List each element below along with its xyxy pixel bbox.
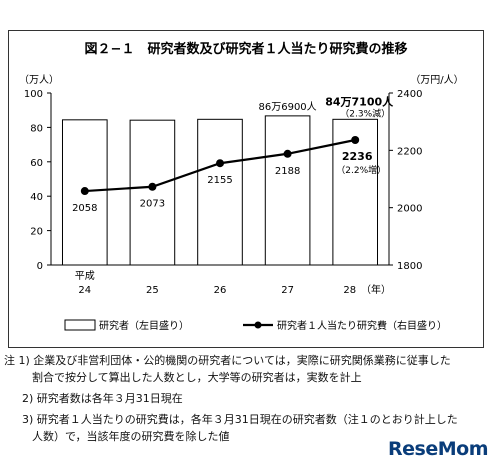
note-3-prefix: 3) — [22, 413, 34, 426]
category-label: 27 — [281, 285, 294, 296]
right-axis-unit: （万円/人） — [410, 74, 463, 86]
category-label-line1: 平成 — [75, 270, 95, 282]
left-tick-label: 20 — [30, 227, 43, 238]
line-data-label: 2058 — [72, 203, 97, 214]
chart-title: 図２−１ 研究者数及び研究者１人当たり研究費の推移 — [85, 41, 408, 57]
legend-bar-swatch — [64, 319, 96, 331]
chart-svg: 図２−１ 研究者数及び研究者１人当たり研究費の推移 （万人） （万円/人） 0 20 40… — [19, 41, 464, 332]
line-data-label: 2188 — [275, 166, 300, 177]
right-tick-label: 2200 — [397, 146, 422, 157]
category-label: 24 — [78, 285, 91, 296]
bar-researchers — [264, 115, 311, 266]
note-1-line-1: 注 1) 企業及び非営利団体・公的機関の研究者については，実際に研究関係業務に従… — [4, 352, 490, 369]
left-tick-label: 0 — [37, 261, 43, 272]
chart-frame: 図２−１ 研究者数及び研究者１人当たり研究費の推移 （万人） （万円/人） 0 20 40… — [8, 30, 484, 348]
resemom-logo: ReseMom — [388, 438, 488, 460]
line-point — [216, 159, 224, 168]
note-1-prefix: 注 1) — [4, 354, 30, 367]
category-label: 28 （年） — [343, 283, 391, 296]
bar-researchers — [129, 119, 176, 266]
right-tick-label: 2400 — [397, 89, 422, 100]
left-tick-label: 80 — [30, 123, 43, 134]
left-tick-label: 60 — [30, 158, 43, 169]
line-change-28: （2.2%増） — [336, 164, 386, 176]
left-tick-label: 100 — [24, 89, 43, 100]
left-axis-unit: （万人） — [19, 74, 59, 86]
note-3-line-2: 人数）で，当該年度の研究費を除した値 — [32, 430, 230, 443]
notes-section: 注 1) 企業及び非営利団体・公的機関の研究者については，実際に研究関係業務に従… — [4, 352, 490, 445]
line-point — [148, 182, 157, 191]
line-point — [283, 149, 292, 158]
line-point — [80, 187, 89, 196]
note-1-text: 企業及び非営利団体・公的機関の研究者については，実際に研究関係業務に従事した — [33, 354, 451, 367]
note-1-line-2: 割合で按分して算出した人数とし，大学等の研究者は，実数を計上 — [32, 371, 362, 384]
note-2-text: 研究者数は各年３月31日現在 — [36, 392, 183, 405]
line-data-label: 2073 — [140, 199, 165, 210]
bar-change-28: （2.3%減） — [340, 107, 390, 119]
legend-line-marker — [254, 321, 262, 329]
note-3-text: 研究者１人当たりの研究費は，各年３月31日現在の研究者数（注１のとおり計上した — [36, 413, 458, 426]
legend-bar-label: 研究者（左目盛り） — [99, 319, 189, 332]
note-3-line-1: 3) 研究者１人当たりの研究費は，各年３月31日現在の研究者数（注１のとおり計上… — [4, 411, 490, 428]
note-2-prefix: 2) — [22, 392, 34, 405]
category-label: 26 — [214, 285, 227, 296]
note-2-line-1: 2) 研究者数は各年３月31日現在 — [4, 390, 490, 407]
line-data-label: 2155 — [207, 175, 232, 186]
line-point — [351, 136, 360, 145]
legend-line-label: 研究者１人当たり研究費（右目盛り） — [277, 319, 447, 332]
line-data-label-28: 2236 — [342, 150, 373, 163]
right-tick-label: 2000 — [397, 204, 422, 215]
bar-researchers — [197, 118, 243, 266]
bar-annotation-27: 86万6900人 — [259, 101, 317, 113]
right-tick-label: 1800 — [397, 261, 422, 272]
bar-annotation-28: 84万7100人 — [325, 94, 394, 108]
left-tick-label: 40 — [30, 192, 43, 203]
category-label: 25 — [146, 285, 159, 296]
